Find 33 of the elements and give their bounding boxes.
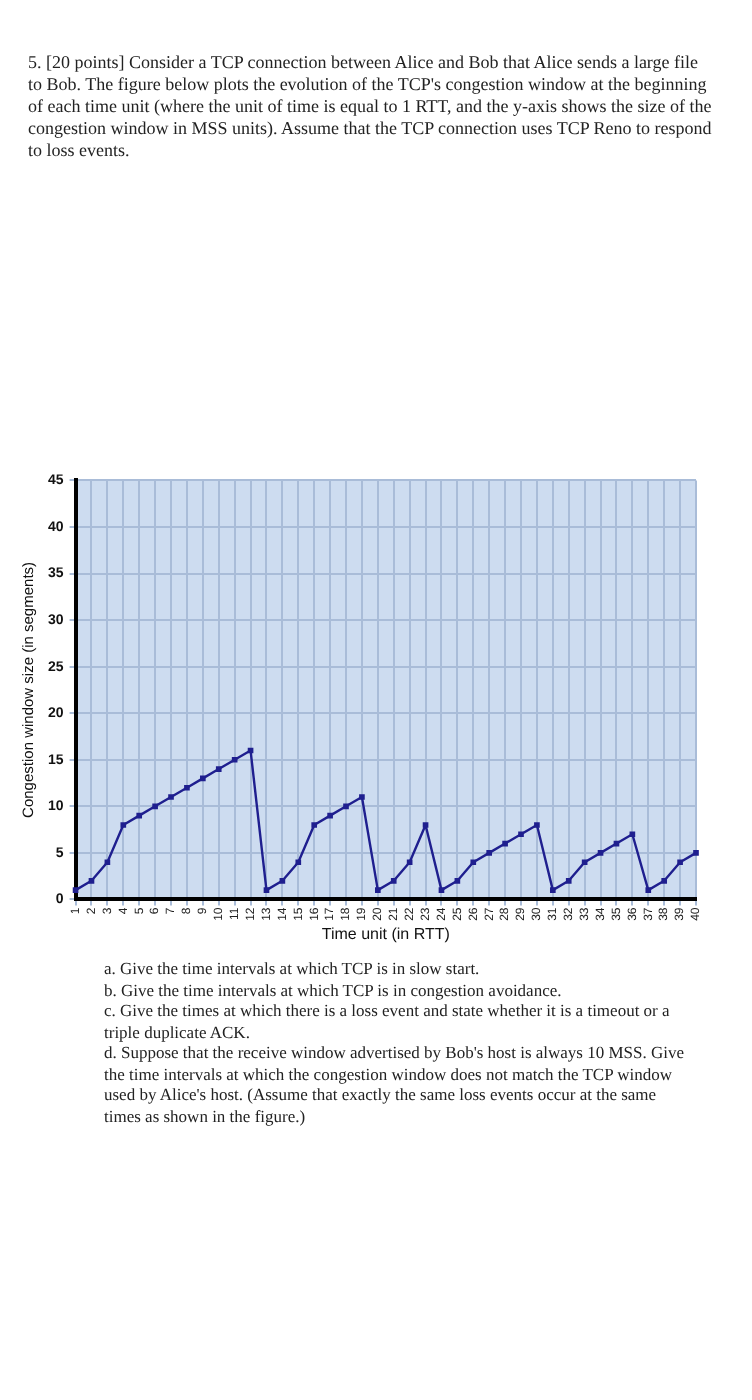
point [502,840,508,847]
point [215,766,222,772]
text: b. Give the time intervals at which TCP is in congestion avoidance. [104,979,564,1000]
point [88,878,95,884]
point [231,756,238,763]
point [565,878,572,884]
point [327,812,333,819]
text: c. Give the times at which there is a loss event and state whether it is a timeout or a triple duplicate ACK. [104,1000,672,1042]
x-axis-title: Time unit (in RTT) [321,924,451,943]
point [581,859,588,866]
point [343,803,349,810]
chart-title: 5. [20 points] Consider a TCP connection between Alice and Bob that Alice sends a large file to Bob. The figure below plots the evolution of the TCP's congestion window at the beginning of each time unit (where the unit of time is equal to 1 RTT, and the y-axis shows the size of the congestion window in MSS units). Assume that the TCP connection uses TCP Reno to respond to loss events. [26,50,714,164]
point [597,850,604,856]
point [629,831,636,838]
point [72,887,79,893]
point [422,822,429,828]
point [645,887,652,893]
point [263,887,270,893]
point [438,887,445,893]
point [152,803,158,810]
point [120,822,127,828]
point [279,878,286,884]
point [454,878,461,884]
point [470,859,477,866]
text: d. Suppose that the receive window advertised by Bob's host is always 10 MSS. Give the time intervals at which the congestion window does not match the TCP window used by Alice's host. (Assume that exactly the same loss events occur at the same times as shown in the figure.) [104,1042,687,1126]
point [311,822,318,828]
point [390,878,397,884]
point [136,812,143,819]
text: a. Give the time intervals at which TCP is in slow start. [104,958,482,979]
point [104,859,111,866]
point [295,859,302,866]
point [406,859,413,866]
point [200,775,206,782]
